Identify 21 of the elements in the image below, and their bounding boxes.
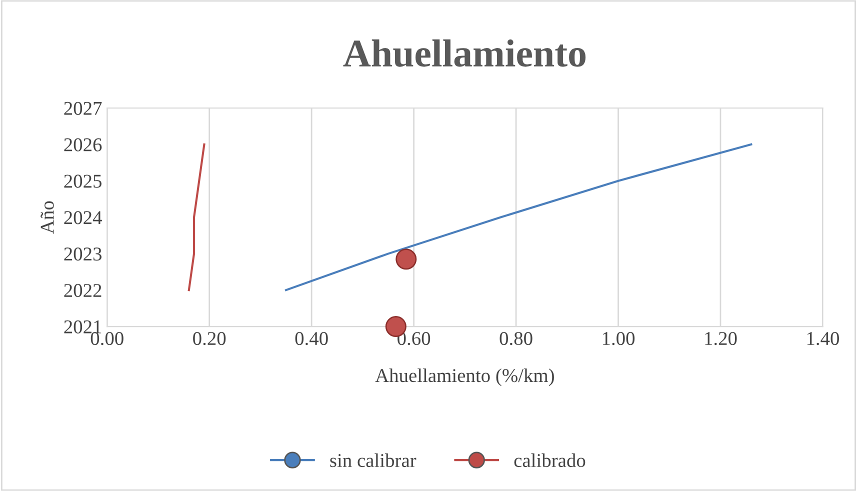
y-tick-label: 2026 [64,138,102,152]
x-axis-title: Ahuellamiento (%/km) [375,368,554,386]
y-tick-label: 2027 [64,102,102,115]
x-tick-label: 1.40 [807,332,839,346]
legend-label: sin calibrar [330,453,416,468]
x-tick-label: 1.20 [705,332,737,346]
x-tick-label: 0.80 [500,332,532,346]
x-tick-label: 0.20 [193,332,226,346]
line-series [284,143,752,292]
chart-title: Ahuellamiento [343,39,586,67]
y-tick-label: 2021 [64,320,102,334]
x-tick-label: 0.40 [295,332,328,346]
y-tick-label: 2023 [64,248,102,261]
y-tick-label: 2025 [64,174,102,188]
y-tick-label: 2024 [64,211,102,224]
line-series [188,143,206,292]
y-axis-title: Año [40,201,54,234]
legend-label: calibrado [514,453,586,468]
x-tick-label: 0.00 [90,332,124,346]
x-tick-label: 1.00 [602,332,635,346]
y-tick-label: 2022 [64,284,102,298]
